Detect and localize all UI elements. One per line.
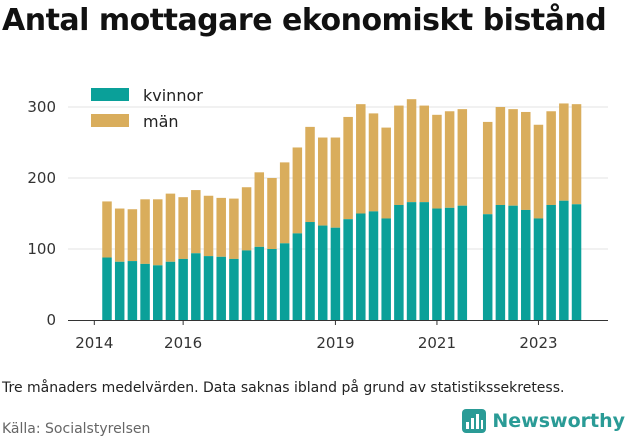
bar-kvinnor bbox=[191, 253, 201, 320]
bar-man bbox=[381, 127, 391, 219]
bar-kvinnor bbox=[495, 204, 506, 320]
x-axis-labels: 2014 2016 2019 2021 2023 bbox=[75, 334, 557, 352]
bar-kvinnor bbox=[444, 207, 455, 320]
bar-kvinnor bbox=[381, 218, 391, 320]
bar-kvinnor bbox=[114, 261, 125, 320]
bar-kvinnor bbox=[343, 219, 353, 320]
legend: kvinnor män bbox=[91, 86, 203, 131]
bar-kvinnor bbox=[292, 233, 303, 320]
stacked-bar-chart: 0 100 200 300 2014 2016 2019 2021 2023 kvinnor … bbox=[27, 86, 608, 352]
bar-kvinnor bbox=[419, 202, 429, 320]
bar-man bbox=[254, 172, 265, 247]
bar-man bbox=[203, 195, 214, 257]
bar-man bbox=[153, 199, 163, 266]
bar-man bbox=[546, 111, 556, 205]
bar-kvinnor bbox=[571, 204, 582, 320]
bar-kvinnor bbox=[305, 222, 315, 320]
bars bbox=[102, 99, 582, 320]
bar-kvinnor bbox=[533, 218, 544, 320]
bar-kvinnor bbox=[482, 214, 493, 320]
bar-man bbox=[444, 111, 455, 208]
legend-swatch-kvinnor bbox=[91, 88, 129, 101]
y-tick-label: 200 bbox=[27, 169, 56, 187]
source-credit: Källa: Socialstyrelsen bbox=[2, 421, 151, 437]
bar-man bbox=[482, 121, 493, 215]
bar-kvinnor bbox=[178, 258, 188, 320]
bar-kvinnor bbox=[432, 208, 442, 320]
bar-man bbox=[432, 114, 442, 209]
bar-kvinnor bbox=[153, 265, 163, 320]
bar-man bbox=[127, 209, 138, 262]
brand-logo[interactable]: Newsworthy bbox=[461, 408, 625, 434]
y-tick-label: 100 bbox=[27, 240, 56, 258]
bar-kvinnor bbox=[317, 225, 328, 320]
x-tick-label: 2023 bbox=[519, 334, 557, 352]
bar-man bbox=[140, 199, 150, 264]
bar-kvinnor bbox=[546, 204, 556, 320]
bar-man bbox=[330, 137, 341, 228]
bar-kvinnor bbox=[267, 249, 277, 320]
bar-kvinnor bbox=[140, 263, 150, 320]
bar-kvinnor bbox=[216, 256, 226, 320]
bar-man bbox=[305, 126, 315, 223]
bar-man bbox=[191, 190, 201, 254]
x-tick-label: 2014 bbox=[75, 334, 113, 352]
bar-kvinnor bbox=[508, 205, 518, 320]
bar-man bbox=[356, 104, 366, 214]
bar-kvinnor bbox=[406, 202, 417, 320]
chart-title: Antal mottagare ekonomiskt bistånd bbox=[2, 3, 607, 38]
bar-man bbox=[102, 201, 112, 258]
bar-man bbox=[533, 124, 544, 219]
bar-man bbox=[521, 111, 531, 210]
bar-man bbox=[178, 197, 188, 259]
x-tick-label: 2019 bbox=[316, 334, 354, 352]
bar-kvinnor bbox=[457, 205, 468, 320]
brand-name: Newsworthy bbox=[492, 410, 625, 432]
bar-kvinnor bbox=[368, 211, 379, 320]
y-tick-label: 0 bbox=[46, 311, 56, 329]
bar-kvinnor bbox=[102, 257, 112, 320]
legend-label-man: män bbox=[143, 112, 179, 131]
bar-kvinnor bbox=[127, 261, 138, 320]
x-axis bbox=[68, 320, 608, 325]
x-tick-label: 2016 bbox=[164, 334, 202, 352]
bar-man bbox=[292, 147, 303, 234]
bar-man bbox=[241, 187, 252, 251]
bar-kvinnor bbox=[330, 227, 341, 320]
bar-man bbox=[229, 198, 239, 259]
bar-man bbox=[114, 208, 125, 262]
bar-man bbox=[495, 107, 506, 205]
legend-label-kvinnor: kvinnor bbox=[143, 86, 203, 105]
bar-man bbox=[343, 116, 353, 220]
bar-man bbox=[406, 99, 417, 203]
bar-man bbox=[216, 197, 226, 257]
bar-man bbox=[559, 103, 569, 201]
bar-kvinnor bbox=[229, 258, 239, 320]
bar-kvinnor bbox=[394, 204, 404, 320]
bar-man bbox=[165, 193, 176, 262]
bar-kvinnor bbox=[559, 200, 569, 320]
bar-man bbox=[317, 137, 328, 226]
bar-kvinnor bbox=[241, 250, 252, 320]
bar-man bbox=[457, 109, 468, 206]
bar-kvinnor bbox=[203, 256, 214, 320]
x-tick-label: 2021 bbox=[418, 334, 456, 352]
bar-man bbox=[571, 104, 582, 205]
bar-chart-logo-icon bbox=[462, 409, 487, 433]
bar-man bbox=[279, 162, 290, 244]
bar-man bbox=[508, 109, 518, 206]
bar-kvinnor bbox=[521, 209, 531, 320]
bar-man bbox=[419, 105, 429, 203]
y-axis-labels: 0 100 200 300 bbox=[27, 98, 56, 329]
bar-kvinnor bbox=[279, 243, 290, 320]
bar-man bbox=[394, 105, 404, 205]
legend-swatch-man bbox=[91, 114, 129, 127]
bar-kvinnor bbox=[356, 213, 366, 320]
bar-man bbox=[368, 113, 379, 212]
bar-kvinnor bbox=[254, 246, 265, 320]
y-tick-label: 300 bbox=[27, 98, 56, 116]
bar-kvinnor bbox=[165, 261, 176, 320]
bar-man bbox=[267, 178, 277, 249]
chart-note: Tre månaders medelvärden. Data saknas ib… bbox=[2, 380, 565, 396]
